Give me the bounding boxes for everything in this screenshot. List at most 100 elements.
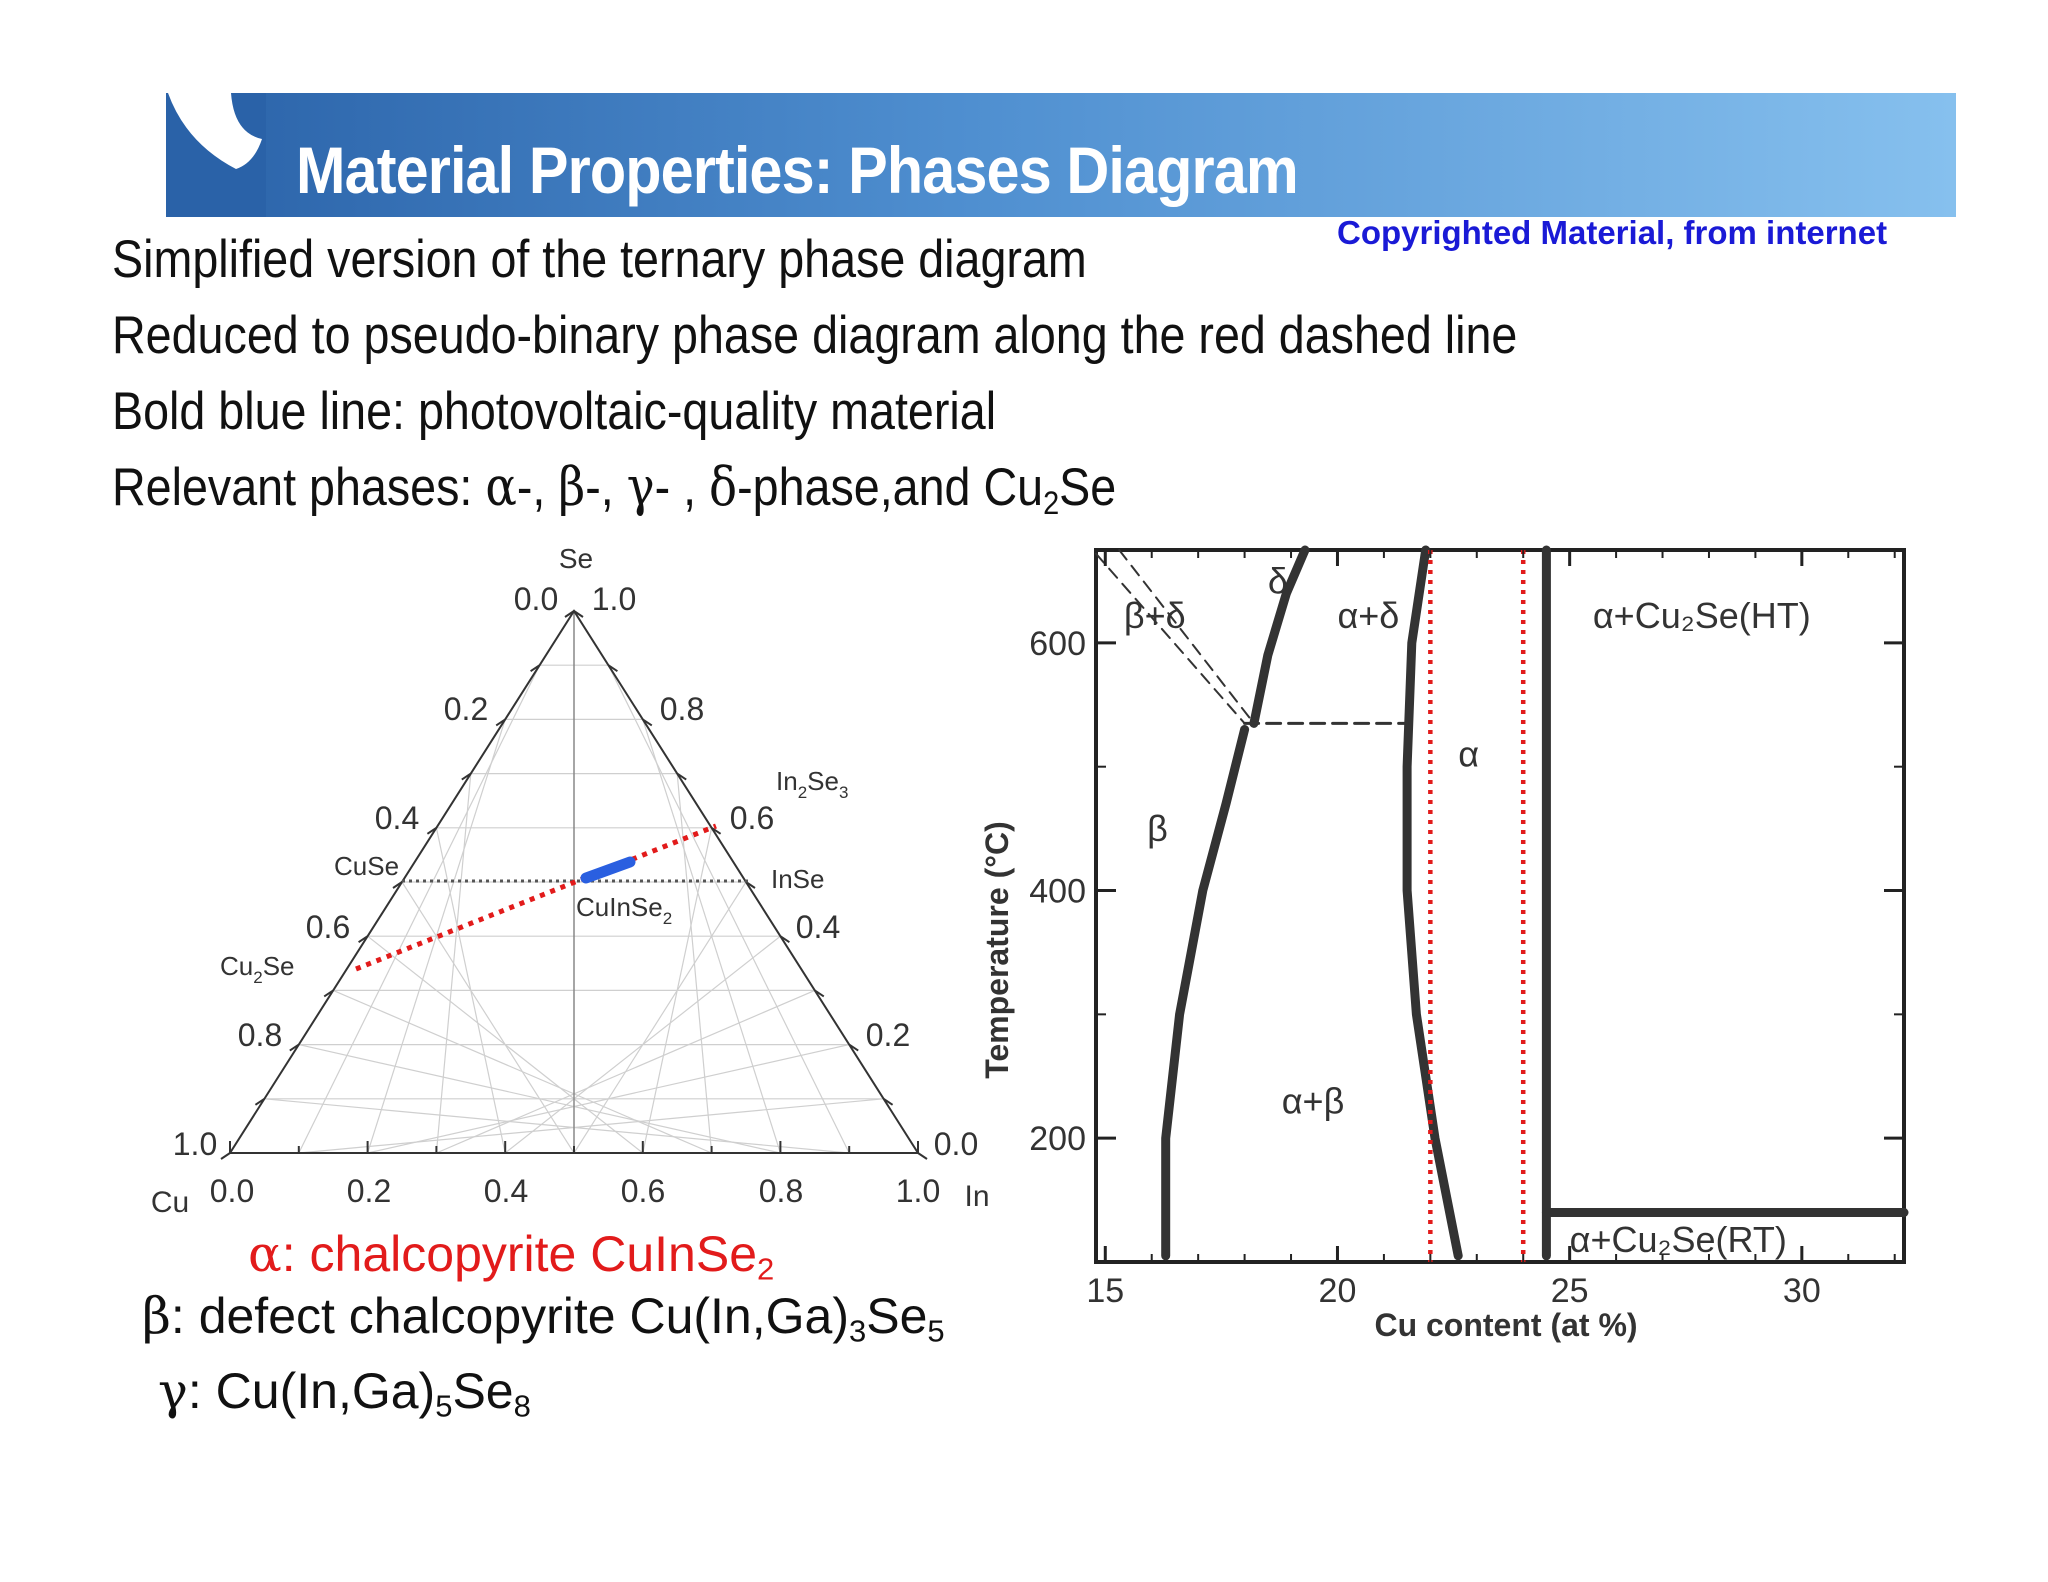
y-tick-label: 200 (1029, 1120, 1086, 1158)
x-axis-label: Cu content (at %) (1374, 1307, 1637, 1343)
corner-label-cu: Cu (151, 1186, 189, 1219)
corner-label-in: In (964, 1180, 989, 1213)
tick-mark (495, 718, 506, 727)
bottom-tick-0.2: 0.2 (347, 1173, 391, 1209)
plot-content: δ β+δ α+δ α+Cu₂Se(HT) α β α+β α+Cu₂Se(RT) (1095, 545, 1909, 1262)
beta-delta-dashed-1 (1095, 552, 1246, 725)
left-tick-0.2: 0.2 (444, 691, 488, 727)
x-tick-label: 30 (1783, 1272, 1821, 1310)
alpha-boundary (1402, 545, 1463, 1261)
tick-mark (426, 826, 437, 835)
bottom-tick-0.8: 0.8 (759, 1173, 803, 1209)
tick-mark (917, 1152, 928, 1160)
tick-mark (711, 826, 722, 835)
tick-mark (220, 1152, 231, 1160)
region-label-alpha-beta: α+β (1282, 1080, 1345, 1121)
grid-line (642, 827, 713, 1154)
bullet-3: Bold blue line: photovoltaic-quality mat… (112, 382, 997, 441)
left-tick-0.6: 0.6 (306, 909, 350, 945)
left-tick-0.8: 0.8 (238, 1017, 282, 1053)
bottom-tick-0.0: 0.0 (210, 1173, 254, 1209)
apex-tick-0: 0.0 (514, 581, 558, 617)
grid-line (607, 664, 850, 1154)
grid-line (401, 881, 575, 1154)
x-tick-label: 25 (1551, 1272, 1589, 1310)
tick-mark (461, 772, 472, 781)
region-label-alpha-delta: α+δ (1337, 595, 1399, 636)
x-tick-label: 15 (1086, 1272, 1124, 1310)
tick-mark (814, 989, 825, 998)
grid-line (264, 1098, 850, 1154)
tick-mark (323, 989, 334, 998)
right-tick-0.4: 0.4 (796, 909, 840, 945)
copyright-notice: Copyrighted Material, from internet (1337, 214, 1888, 251)
compound-cu2se: Cu2Se (220, 951, 295, 987)
bottom-tick-1.0: 1.0 (896, 1173, 940, 1209)
delta-symbol: δ (709, 457, 738, 518)
gamma-symbol: γ (626, 457, 655, 518)
tick-mark (779, 935, 790, 944)
apex-tick-1: 1.0 (592, 581, 636, 617)
tick-mark (564, 610, 575, 618)
grid-line (298, 1044, 781, 1154)
tick-mark (642, 718, 653, 727)
axis-ticks: 15 20 25 30 200 400 600 (1029, 550, 1904, 1310)
tick-mark (676, 772, 687, 781)
header-bar (166, 93, 1956, 217)
right-tick-0.0: 0.0 (934, 1126, 978, 1162)
header-logo-swoosh (166, 93, 266, 217)
tick-mark (573, 610, 584, 618)
y-axis-label: Temperature (°C) (979, 821, 1015, 1079)
left-tick-0.4: 0.4 (375, 800, 419, 836)
compound-in2se3: In2Se3 (776, 766, 848, 802)
compound-inse: InSe (771, 864, 825, 894)
compound-cuse: CuSe (334, 851, 399, 881)
beta-boundary (1161, 725, 1250, 1261)
region-label-beta-delta: β+δ (1124, 595, 1186, 636)
region-label-alpha: α (1458, 734, 1479, 775)
y-tick-label: 400 (1029, 873, 1086, 911)
tick-mark (848, 1043, 859, 1052)
bullet-4: Relevant phases: α-, β-, γ- , δ-phase,an… (112, 457, 1117, 522)
legend-beta: β: defect chalcopyrite Cu(In,Ga)3Se5 (142, 1287, 945, 1349)
right-tick-0.6: 0.6 (730, 800, 774, 836)
tick-mark (883, 1097, 894, 1106)
bottom-tick-0.4: 0.4 (484, 1173, 528, 1209)
region-label-alpha-cu2se-ht: α+Cu₂Se(HT) (1593, 595, 1811, 636)
grid-line (642, 719, 781, 1154)
tick-mark (254, 1097, 265, 1106)
ternary-tick-marks (220, 610, 928, 1160)
tick-mark (289, 1043, 300, 1052)
bullet-2: Reduced to pseudo-binary phase diagram a… (112, 306, 1518, 365)
region-label-alpha-cu2se-rt: α+Cu₂Se(RT) (1570, 1219, 1787, 1260)
alpha-symbol: α (485, 457, 517, 518)
grid-line (573, 881, 747, 1154)
tick-mark (530, 664, 541, 673)
beta-symbol: β (558, 457, 586, 518)
legend-gamma: γ: Cu(In,Ga)5Se8 (158, 1362, 531, 1424)
beta-delta-dashed-2 (1118, 549, 1255, 725)
tick-mark (745, 881, 756, 889)
blue-pv-quality-segment (580, 856, 636, 884)
tick-mark (392, 881, 403, 889)
compound-cuinse2: CuInSe2 (576, 892, 672, 928)
ternary-grid (264, 611, 884, 1154)
page-title: Material Properties: Phases Diagram (296, 133, 1299, 207)
grid-line (332, 989, 712, 1154)
region-label-delta: δ (1268, 560, 1288, 601)
apex-label-se: Se (559, 543, 593, 574)
bullet-1: Simplified version of the ternary phase … (112, 230, 1087, 289)
legend-alpha: α: chalcopyrite CuInSe2 (248, 1225, 775, 1287)
red-dashed-pseudobinary-line (355, 823, 717, 972)
tick-mark (358, 935, 369, 944)
grid-line (367, 935, 644, 1154)
bottom-tick-0.6: 0.6 (621, 1173, 665, 1209)
plot-frame (1094, 548, 1906, 1264)
tick-mark (607, 664, 618, 673)
pseudo-binary-phase-diagram: δ β+δ α+δ α+Cu₂Se(HT) α β α+β α+Cu₂Se(RT) 15 20 2… (979, 545, 1909, 1343)
x-tick-label: 20 (1319, 1272, 1357, 1310)
ternary-phase-diagram: Se 0.0 1.0 0.2 0.4 0.6 0.8 1.0 0.8 0.6 0… (151, 543, 990, 1219)
region-label-beta: β (1147, 808, 1168, 849)
y-tick-label: 600 (1029, 625, 1086, 663)
delta-boundary (1249, 545, 1310, 728)
